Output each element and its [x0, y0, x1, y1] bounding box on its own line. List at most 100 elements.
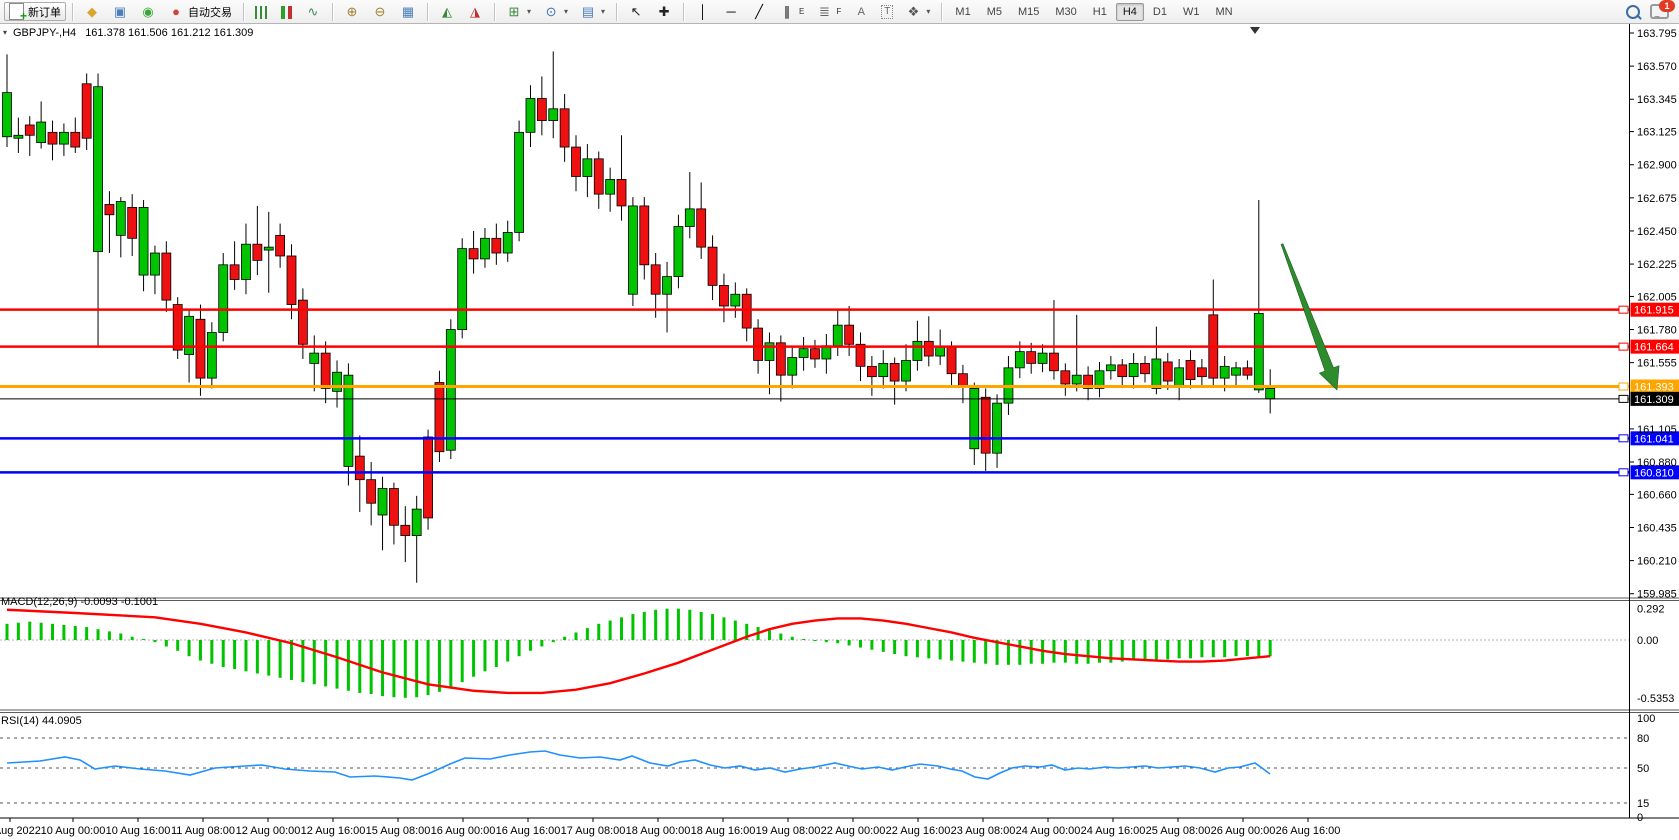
svg-text:161.555: 161.555 [1637, 358, 1677, 370]
vertical-line-button[interactable]: │ [690, 2, 716, 21]
chevron-down-icon: ▾ [601, 7, 605, 16]
timeframe-M5[interactable]: M5 [980, 3, 1009, 21]
down-arrow-object[interactable] [1281, 244, 1339, 390]
zoom-in-icon: ⊕ [344, 4, 360, 20]
objects-icon: ◆ [84, 4, 100, 20]
horizontal-line-icon: ─ [723, 4, 739, 20]
crosshair-button[interactable]: ✚ [651, 2, 677, 21]
svg-text:100: 100 [1637, 713, 1655, 725]
templates-button[interactable]: ▤▾ [575, 2, 610, 21]
svg-text:162.675: 162.675 [1637, 193, 1677, 205]
text-tool-button[interactable]: A [848, 2, 874, 21]
svg-text:160.660: 160.660 [1637, 489, 1677, 501]
objects-button[interactable]: ◆ [79, 2, 105, 21]
chevron-down-icon: ▾ [527, 7, 531, 16]
svg-text:26 Aug 00:00: 26 Aug 00:00 [1211, 825, 1276, 837]
svg-text:160.810: 160.810 [1634, 467, 1674, 479]
chart-shift-button[interactable]: ◮ [462, 2, 488, 21]
equidistant-channel-button[interactable]: ∥E [774, 2, 809, 21]
tile-windows-icon: ▦ [400, 4, 416, 20]
line-chart-button[interactable]: ∿ [300, 2, 326, 21]
svg-text:162.900: 162.900 [1637, 160, 1677, 172]
candlestick-chart-button[interactable] [275, 2, 298, 21]
market-watch-button[interactable]: ▣ [107, 2, 133, 21]
signals-button[interactable]: ◉ [135, 2, 161, 21]
bar-chart-button[interactable] [250, 2, 273, 21]
title-expand-icon[interactable]: ▾ [3, 28, 7, 37]
timeframe-M30[interactable]: M30 [1048, 3, 1083, 21]
timeframe-W1[interactable]: W1 [1176, 3, 1207, 21]
tile-windows-button[interactable]: ▦ [395, 2, 421, 21]
autotrading-button[interactable]: ● 自动交易 [163, 2, 237, 21]
timeframe-M1[interactable]: M1 [948, 3, 977, 21]
auto-scroll-button[interactable]: ◭ [434, 2, 460, 21]
autotrading-icon: ● [168, 4, 184, 20]
rsi-line [7, 751, 1270, 780]
channel-tag: E [799, 7, 804, 16]
signals-icon: ◉ [140, 4, 156, 20]
text-tool-icon: A [853, 4, 869, 20]
svg-text:50: 50 [1637, 763, 1649, 775]
chart-ohlc-values: 161.378 161.506 161.212 161.309 [85, 27, 253, 39]
new-chart-button[interactable]: ⊞▾ [501, 2, 536, 21]
new-order-button[interactable]: 新订单 [4, 2, 66, 21]
cursor-button[interactable]: ↖ [623, 2, 649, 21]
svg-text:10 Aug 00:00: 10 Aug 00:00 [41, 825, 106, 837]
search-icon[interactable] [1626, 5, 1640, 19]
zoom-in-button[interactable]: ⊕ [339, 2, 365, 21]
svg-text:0.00: 0.00 [1637, 635, 1658, 647]
timeframe-H4[interactable]: H4 [1116, 3, 1144, 21]
arrows-button[interactable]: ❖▾ [900, 2, 935, 21]
svg-text:161.780: 161.780 [1637, 325, 1677, 337]
chart-canvas[interactable]: 161.915161.664161.393161.309161.041160.8… [0, 24, 1679, 837]
macd-label: MACD(12,26,9) -0.0093 -0.1001 [1, 596, 158, 608]
macd-signal-line [7, 610, 1270, 693]
candlestick-chart-icon [280, 6, 293, 19]
svg-text:16 Aug 16:00: 16 Aug 16:00 [496, 825, 561, 837]
zoom-out-button[interactable]: ⊖ [367, 2, 393, 21]
text-label-button[interactable]: T [876, 2, 898, 21]
rsi-label: RSI(14) 44.0905 [1, 715, 82, 727]
svg-text:26 Aug 16:00: 26 Aug 16:00 [1276, 825, 1341, 837]
svg-text:163.125: 163.125 [1637, 127, 1677, 139]
toolbar: 新订单 ◆ ▣ ◉ ● 自动交易 ∿ ⊕ ⊖ ▦ ◭ ◮ ⊞▾ ⊙▾ ▤▾ ↖ … [0, 0, 1679, 24]
chart-shift-marker[interactable] [1250, 27, 1260, 34]
trendline-button[interactable]: ╱ [746, 2, 772, 21]
trendline-icon: ╱ [751, 4, 767, 20]
svg-text:162.005: 162.005 [1637, 291, 1677, 303]
separator [494, 3, 495, 21]
text-label-icon: T [881, 5, 893, 19]
zoom-out-icon: ⊖ [372, 4, 388, 20]
svg-text:25 Aug 08:00: 25 Aug 08:00 [1146, 825, 1211, 837]
svg-text:160.435: 160.435 [1637, 523, 1677, 535]
separator [243, 3, 244, 21]
clock-icon: ⊙ [543, 4, 559, 20]
crosshair-icon: ✚ [656, 4, 672, 20]
timeframe-D1[interactable]: D1 [1146, 3, 1174, 21]
svg-text:80: 80 [1637, 733, 1649, 745]
chart-symbol-period: GBPJPY-,H4 [13, 27, 76, 39]
template-icon: ▤ [580, 4, 596, 20]
svg-text:161.309: 161.309 [1634, 394, 1674, 406]
timeframe-M15[interactable]: M15 [1011, 3, 1046, 21]
fibonacci-tag: F [836, 7, 841, 16]
separator [427, 3, 428, 21]
svg-text:163.570: 163.570 [1637, 61, 1677, 73]
pane-frame [0, 24, 1679, 818]
bar-chart-icon [255, 6, 268, 19]
horizontal-line-button[interactable]: ─ [718, 2, 744, 21]
svg-text:163.795: 163.795 [1637, 28, 1677, 40]
new-order-icon [9, 3, 24, 20]
chat-icon[interactable]: 1 [1650, 4, 1669, 19]
timeframe-MN[interactable]: MN [1208, 3, 1239, 21]
separator [72, 3, 73, 21]
periods-button[interactable]: ⊙▾ [538, 2, 573, 21]
timeframe-H1[interactable]: H1 [1086, 3, 1114, 21]
svg-text:163.345: 163.345 [1637, 94, 1677, 106]
chevron-down-icon: ▾ [564, 7, 568, 16]
fibonacci-button[interactable]: ≣F [811, 2, 846, 21]
shapes-icon: ❖ [905, 4, 921, 20]
candlestick-series [3, 51, 1275, 582]
svg-text:10 Aug 16:00: 10 Aug 16:00 [106, 825, 171, 837]
svg-text:22 Aug 16:00: 22 Aug 16:00 [886, 825, 951, 837]
